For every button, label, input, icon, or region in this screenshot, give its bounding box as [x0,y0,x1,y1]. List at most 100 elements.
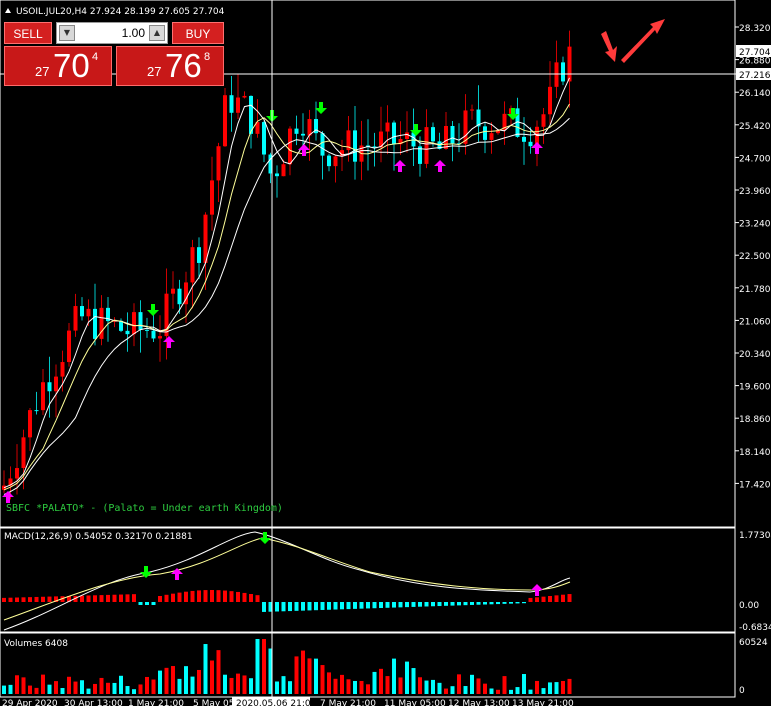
candle-body [450,125,455,144]
volume-bar [106,682,110,694]
macd-signal-line [3,537,571,621]
volume-bar [229,677,234,694]
price-tick-label: 28.320 [739,24,771,34]
macd-histogram-bar [372,602,377,609]
candle-body [106,307,110,322]
candle-body [138,312,143,330]
candle-body [463,110,468,144]
buy-price-button[interactable]: 27 76 8 [116,46,224,86]
volume-bar [132,689,136,694]
macd-histogram-bar [190,590,195,602]
volume-bar [34,687,39,694]
macd-histogram-bar [119,594,123,602]
candle-body [242,95,247,98]
candle-body [496,129,500,134]
time-tick-label: 30 Apr 13:00 [64,699,123,706]
volume-bar [405,661,409,694]
macd-histogram-bar [314,602,318,611]
volume-bar [67,676,71,694]
candle-body [444,125,448,149]
drawn-arrow-down-icon[interactable] [601,31,617,62]
macd-histogram-bar [307,602,312,611]
candle-body [431,127,435,142]
volume-bar [522,674,526,694]
lot-size-input[interactable]: ▼ 1.00 ▲ [56,22,168,44]
price-tick-label: 26.880 [739,57,771,67]
volume-bar [138,684,143,694]
macd-histogram-bar [2,597,6,602]
volume-bar [21,677,26,694]
macd-histogram-bar [15,597,19,602]
volume-bar [483,683,487,694]
candle-body [93,308,97,339]
volume-bar [41,674,45,694]
macd-histogram-bar [125,594,130,602]
macd-histogram-bar [67,596,71,602]
price-tick-label: 24.700 [739,154,771,164]
volume-bar [437,682,442,694]
volume-bar [567,678,572,694]
macd-histogram-bar [73,595,78,602]
macd-histogram-bar [112,594,117,602]
volume-bar [275,681,279,694]
volume-bar [372,671,377,694]
volume-bar [177,678,182,694]
candle-body [502,113,507,130]
candle-body [483,126,487,140]
volume-bar [463,686,468,694]
macd-histogram-bar [99,595,104,602]
volume-bar [411,668,416,694]
macd-histogram-bar [437,602,442,607]
volume-bar [470,674,474,694]
macd-histogram-bar [418,602,422,607]
volume-bar [236,673,240,694]
lot-size-value[interactable]: 1.00 [121,26,145,40]
lot-decrease-icon[interactable]: ▼ [59,25,75,41]
volume-bar [489,688,494,694]
macd-histogram-bar [151,602,156,605]
collapse-triangle-icon [5,8,11,13]
drawn-arrow-up-icon[interactable] [621,19,665,63]
time-axis[interactable]: 29 Apr 2020 30 Apr 13:00 1 May 21:00 5 May … [2,697,574,706]
macd-histogram-bar [457,602,461,606]
volume-bar [392,658,396,694]
candle-body [197,247,201,263]
macd-histogram-bar [28,597,32,602]
buy-signal-arrow-icon [2,491,14,503]
time-tick-label: 7 May 21:00 [320,699,376,706]
volume-header: Volumes 6408 [4,639,68,649]
time-crosshair-tag [232,697,310,706]
candle-body [294,128,299,134]
lot-increase-icon[interactable]: ▲ [149,25,165,41]
volume-bar [203,644,208,694]
volume-bar [496,689,500,694]
macd-histogram-bar [346,602,351,610]
candle-body [314,119,318,134]
volume-bar [535,680,539,694]
sell-button[interactable]: SELL [4,22,52,44]
sell-signal-arrow-icon [410,124,422,136]
main-chart-frame[interactable] [0,0,736,528]
volume-bar [366,684,370,694]
candle-body [385,122,390,132]
candle-body [158,336,162,339]
candle-body [255,122,260,134]
candle-body [210,180,214,215]
price-axis[interactable]: 28.320 26.880 26.140 25.420 24.700 23.960 23.2… [735,24,771,490]
candle-body [535,126,539,147]
price-tick-label: 21.780 [739,285,771,295]
buy-button[interactable]: BUY [172,22,224,44]
candle-body [236,97,240,113]
candle-body [112,320,117,322]
sell-price-button[interactable]: 27 70 4 [4,46,112,86]
macd-sell-arrow-icon [140,566,152,578]
macd-histogram-bar [294,602,299,611]
macd-histogram-bar [21,597,26,602]
price-tick-label: 18.140 [739,448,771,458]
candle-body [41,382,45,411]
volume-bar [125,686,130,694]
candle-body [164,293,169,337]
macd-histogram-bar [567,594,572,602]
macd-panel-frame[interactable] [0,527,736,633]
